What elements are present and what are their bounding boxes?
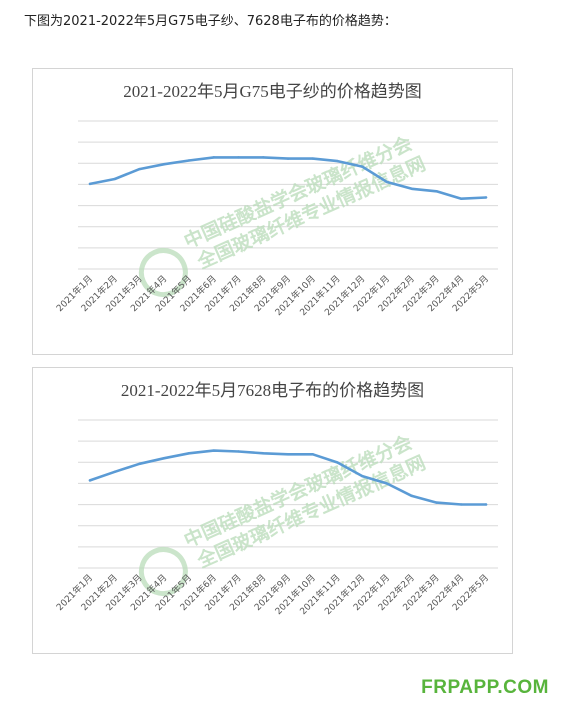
data-point bbox=[262, 452, 265, 455]
data-point bbox=[237, 156, 240, 159]
g75-yarn-price-chart: 2021-2022年5月G75电子纱的价格趋势图 中国硅酸盐学会玻璃纤维分会 全国玻… bbox=[32, 68, 513, 355]
data-point bbox=[286, 157, 290, 160]
data-point bbox=[336, 461, 339, 464]
data-point bbox=[311, 157, 314, 160]
chart-svg: 2021-2022年5月G75电子纱的价格趋势图中国硅酸盐学会玻璃纤维分会全国玻… bbox=[54, 82, 498, 318]
data-point bbox=[138, 462, 141, 465]
footer-brand-logo[interactable]: FRPAPP.COM bbox=[421, 677, 549, 698]
data-point bbox=[385, 180, 389, 184]
data-point bbox=[113, 177, 116, 181]
data-point bbox=[237, 450, 240, 453]
data-point bbox=[187, 452, 191, 455]
data-point bbox=[187, 159, 191, 162]
data-point bbox=[113, 470, 116, 473]
data-point bbox=[212, 156, 215, 159]
data-point bbox=[410, 187, 413, 191]
data-point bbox=[435, 190, 438, 193]
data-point bbox=[361, 165, 364, 168]
chart-title: 2021-2022年5月G75电子纱的价格趋势图 bbox=[123, 82, 421, 101]
gridlines bbox=[78, 419, 498, 569]
data-point bbox=[460, 503, 463, 506]
data-point bbox=[410, 494, 413, 498]
data-point bbox=[435, 501, 438, 504]
data-point bbox=[262, 156, 265, 159]
data-point bbox=[361, 474, 364, 478]
chart-title: 2021-2022年5月7628电子布的价格趋势图 bbox=[121, 381, 424, 400]
data-point bbox=[163, 162, 166, 166]
chart-svg: 2021-2022年5月7628电子布的价格趋势图中国硅酸盐学会玻璃纤维分会全国… bbox=[54, 381, 498, 617]
watermark-logo-icon bbox=[138, 248, 188, 298]
intro-text: 下图为2021-2022年5月G75电子纱、7628电子布的价格趋势： bbox=[24, 14, 397, 29]
data-point bbox=[336, 159, 339, 163]
data-point bbox=[138, 167, 141, 171]
data-point bbox=[88, 479, 92, 482]
data-point bbox=[385, 482, 389, 485]
data-point bbox=[311, 453, 314, 456]
data-point bbox=[484, 196, 488, 199]
data-point bbox=[163, 457, 166, 460]
watermark-logo-icon bbox=[138, 547, 188, 597]
gridlines bbox=[78, 120, 498, 270]
data-point bbox=[484, 503, 488, 506]
7628-fabric-price-chart: 2021-2022年5月7628电子布的价格趋势图 中国硅酸盐学会玻璃纤维分会 全国… bbox=[32, 367, 513, 654]
data-point bbox=[212, 449, 215, 452]
data-point bbox=[460, 197, 463, 200]
data-point bbox=[286, 453, 290, 456]
data-point bbox=[88, 182, 92, 186]
